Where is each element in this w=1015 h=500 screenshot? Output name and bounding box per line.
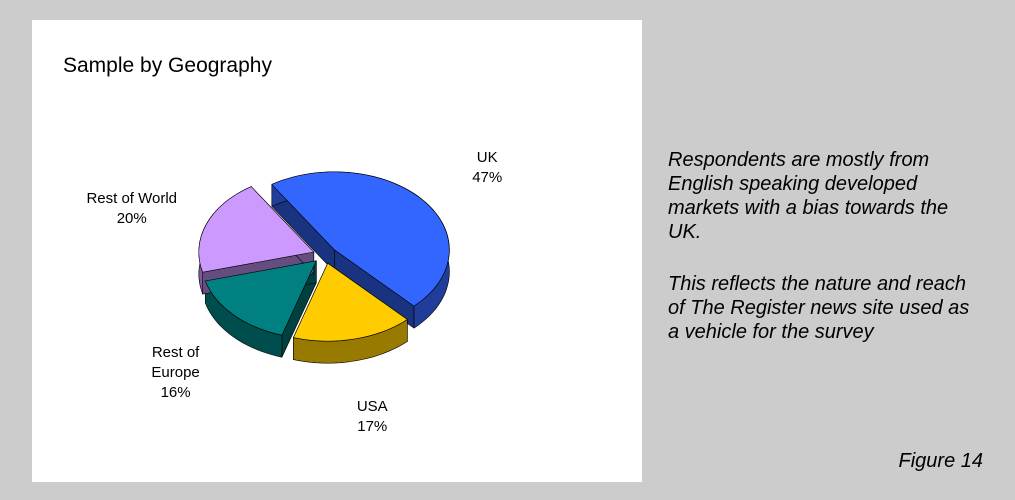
category-label: Rest of World <box>86 190 178 208</box>
value-label: 20% <box>116 210 147 228</box>
slice-tops <box>198 171 450 342</box>
category-label: Rest of Europe <box>151 343 200 381</box>
value-label: 47% <box>472 169 503 187</box>
figure-label: Figure 14 <box>898 450 984 472</box>
value-label: 17% <box>357 417 388 435</box>
category-label: USA <box>356 397 388 415</box>
chart <box>198 171 450 364</box>
slice-label: Rest of Europe 16% <box>130 343 222 403</box>
value-label: 16% <box>160 383 191 401</box>
note: Respondents are mostly from English spea… <box>668 149 949 243</box>
chart-title: Sample by Geography <box>63 54 272 77</box>
pie-slice <box>198 186 315 273</box>
category-label: UK <box>476 149 498 167</box>
pie-slice <box>292 262 408 342</box>
note: This reflects the nature and reach of Th… <box>668 273 970 343</box>
slice-label: USA 17% <box>326 397 418 437</box>
chart-panel: Sample by Geography UK 47% USA 17% Rest of E… <box>32 20 642 482</box>
pie-slice <box>204 260 317 336</box>
pie-slice <box>271 171 450 307</box>
slice-label: Rest of World 20% <box>86 189 178 229</box>
slice-label: UK 47% <box>441 148 533 188</box>
